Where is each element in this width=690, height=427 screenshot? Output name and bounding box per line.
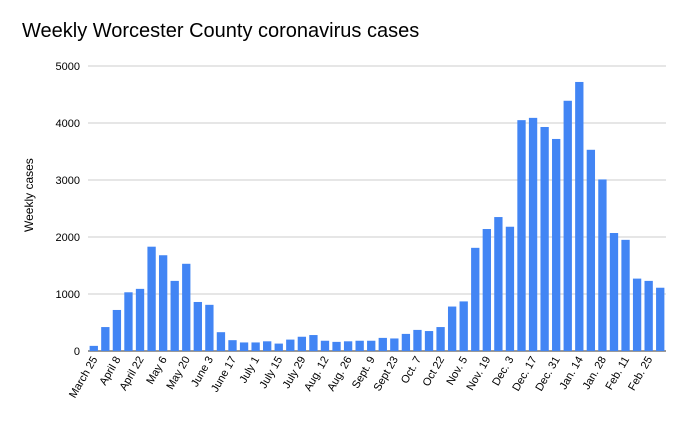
bar [644, 280, 653, 351]
bar [274, 343, 283, 351]
bar [632, 278, 642, 351]
y-tick-label: 4000 [56, 118, 80, 130]
bar [528, 117, 538, 352]
bar [193, 301, 202, 351]
bar [343, 341, 353, 351]
bar [101, 327, 110, 351]
y-tick-label: 1000 [56, 289, 80, 301]
bar [239, 342, 249, 351]
bar [424, 331, 434, 351]
y-tick-label: 5000 [56, 61, 80, 73]
x-tick-label: March 25 [67, 355, 100, 401]
bar [309, 335, 318, 351]
bar [609, 233, 619, 351]
bar [124, 292, 133, 351]
x-tick-label: Oct 22 [421, 355, 448, 389]
bar [471, 247, 480, 351]
bar [367, 340, 376, 351]
bar [112, 309, 122, 351]
bar [216, 332, 226, 351]
bar [575, 81, 584, 352]
bar [401, 333, 411, 351]
bar [621, 239, 630, 351]
y-tick-label: 2000 [56, 232, 80, 244]
bar [447, 306, 457, 351]
bar [436, 327, 445, 351]
bar [494, 217, 503, 351]
bar [459, 301, 468, 351]
bar [89, 345, 98, 351]
bar [390, 338, 399, 351]
bar [135, 288, 145, 351]
chart-title: Weekly Worcester County coronavirus case… [22, 20, 420, 42]
bar [517, 120, 526, 352]
bar [228, 340, 237, 351]
bar [170, 280, 179, 351]
bar [297, 336, 307, 351]
bar [552, 138, 561, 351]
bar [320, 340, 330, 351]
bar [158, 255, 168, 351]
bar [586, 149, 596, 351]
y-tick-label: 3000 [56, 175, 80, 187]
bar [656, 287, 665, 351]
bar [355, 340, 364, 351]
bar [563, 100, 572, 352]
bar [205, 304, 214, 351]
y-tick-label: 0 [74, 346, 80, 358]
bar [378, 337, 387, 351]
bar [263, 341, 272, 351]
bar [147, 246, 156, 351]
bar [182, 263, 191, 351]
bar [251, 342, 260, 351]
bar [286, 339, 295, 351]
x-tick-label: July 1 [237, 355, 262, 386]
bar [540, 126, 549, 352]
bar [413, 329, 422, 351]
bar [598, 179, 607, 351]
bar [482, 229, 491, 351]
bar [505, 226, 515, 351]
bar [332, 341, 341, 351]
